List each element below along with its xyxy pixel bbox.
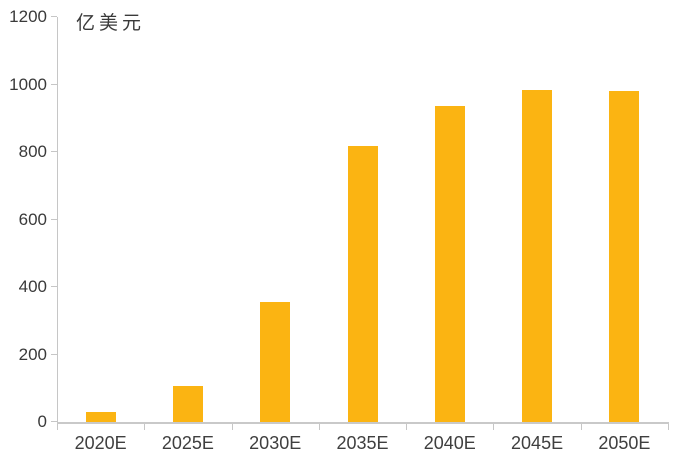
y-tick-mark (51, 151, 57, 152)
y-tick-label: 400 (18, 277, 47, 296)
x-tick-label: 2020E (74, 433, 127, 453)
y-tick-mark (51, 421, 57, 422)
y-tick-mark (51, 83, 57, 85)
y-tick-label: 600 (18, 209, 47, 229)
y-tick-label: 200 (18, 344, 47, 364)
x-tick-label: 2040E (423, 433, 476, 453)
y-tick-label: 1200 (9, 7, 47, 26)
x-tick-label: 2025E (161, 433, 214, 453)
y-tick-label: 0 (37, 412, 47, 431)
y-tick-mark (51, 286, 57, 287)
x-tick-label: 2050E (598, 433, 651, 453)
y-tick-mark (51, 218, 57, 220)
y-axis-unit-label: 亿美元 (76, 13, 146, 34)
x-tick-label: 2030E (249, 433, 302, 453)
x-tick-mark (144, 424, 146, 430)
bar-2030E (260, 301, 291, 422)
y-tick-label: 1000 (9, 74, 47, 94)
bar-2040E (434, 106, 465, 422)
plot-area (57, 17, 669, 424)
bar-2020E (85, 411, 116, 422)
y-tick-mark (51, 353, 57, 355)
bar-2035E (347, 145, 378, 422)
x-tick-mark (580, 424, 582, 430)
x-tick-mark (406, 424, 408, 430)
x-tick-mark (57, 424, 58, 430)
bar-2025E (172, 385, 203, 422)
x-tick-label: 2035E (336, 433, 389, 453)
x-tick-mark (668, 424, 669, 430)
y-tick-mark (51, 16, 57, 17)
x-tick-mark (231, 424, 233, 430)
x-tick-mark (318, 424, 320, 430)
x-tick-mark (493, 424, 495, 430)
x-tick-label: 2045E (511, 433, 564, 453)
bar-2045E (522, 89, 553, 422)
bar-2050E (609, 91, 640, 422)
y-tick-label: 800 (18, 142, 47, 161)
